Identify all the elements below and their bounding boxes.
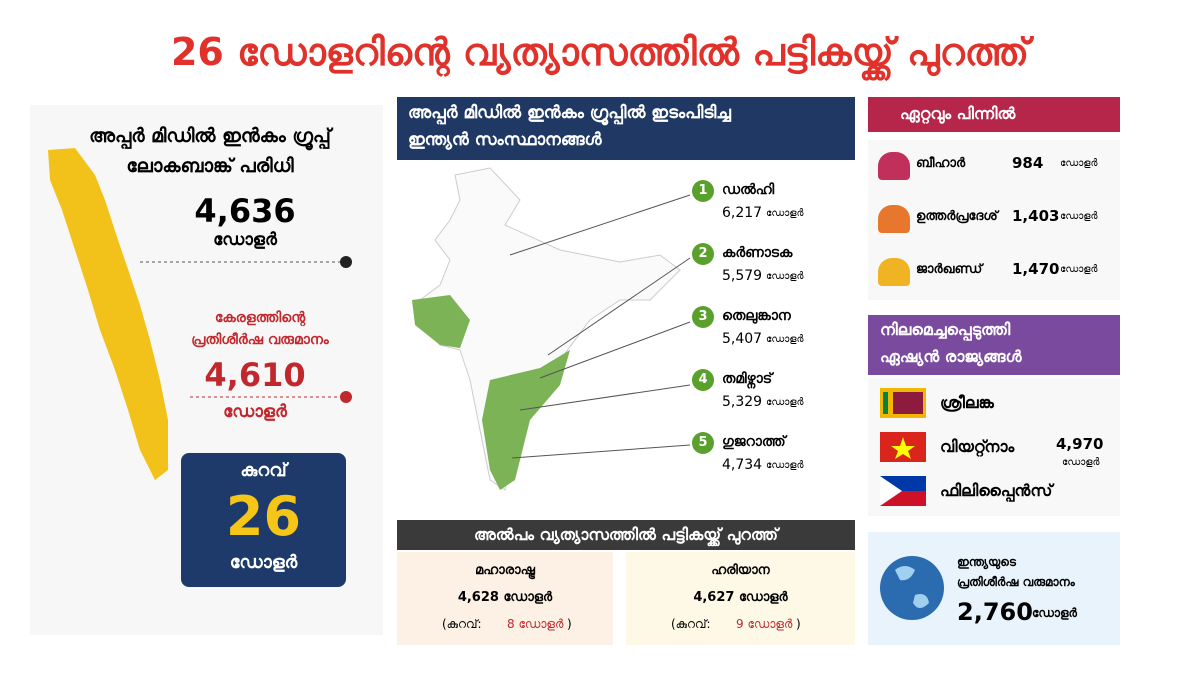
state-name: മഹാരാഷ്ട്ര [475, 563, 535, 578]
gap-label: കുറവ് [240, 460, 287, 481]
rank: 3 [692, 306, 714, 328]
country: ഫിലിപ്പൈൻസ് [940, 481, 1053, 500]
state-unit: ഡോളർ [766, 397, 804, 408]
south-states [482, 350, 570, 490]
state-name: ഹരിയാന [711, 563, 770, 578]
heading: അപ്പർ മിഡിൽ ഇൻകം ഗ്രൂപ്പിൽ ഇടംപിടിച്ച [408, 103, 731, 123]
leaders [509, 194, 691, 459]
country: ശ്രീലങ്ക [940, 393, 994, 412]
state-name: കർണാടക [722, 245, 793, 261]
value: 4,970 [1056, 435, 1104, 453]
unit: ഡോളർ [223, 402, 287, 422]
heading: നിലമെച്ചപ്പെടുത്തി [880, 320, 1011, 339]
state-unit: ഡോളർ [766, 208, 804, 219]
person-icon [878, 258, 910, 286]
state-name: ഡൽഹി [722, 182, 775, 198]
gap: (കുറവ്: [442, 617, 482, 631]
unit: ഡോളർ [213, 230, 277, 250]
state-value: 6,217 [722, 205, 763, 221]
lowest-header [868, 97, 1120, 132]
rank: 2 [692, 243, 714, 265]
heading: ലോകബാങ്ക് പരിധി [126, 155, 294, 177]
country: വിയറ്റ്നാം [940, 437, 1015, 456]
state-value: 4,627 ഡോളർ [693, 590, 788, 605]
title: 26 ഡോളറിന്റെ വ്യത്യാസത്തിൽ പട്ടികയ്ക്ക് … [170, 30, 1030, 74]
globe [880, 556, 944, 620]
rank: 4 [692, 369, 714, 391]
state-unit: ഡോളർ [766, 334, 804, 345]
label: ഇന്ത്യയുടെ [957, 555, 1016, 569]
gap-value: 26 [225, 485, 302, 548]
value: 2,760 [957, 598, 1033, 626]
rank: 5 [692, 432, 714, 454]
unit: ഡോളർ [1062, 457, 1100, 468]
dot [340, 391, 352, 403]
states-header [397, 97, 855, 160]
state-name: ഉത്തർപ്രദേശ് [916, 209, 998, 224]
unit: ഡോളർ [1032, 606, 1077, 620]
person-icon [878, 152, 910, 180]
state-value: 1,470 [1012, 260, 1060, 278]
value: 4,636 [194, 192, 296, 230]
state-value: 5,329 [722, 394, 763, 410]
near-header [397, 520, 855, 550]
state-name: തമിഴ്നാട് [722, 371, 773, 387]
heading: ഏഷ്യൻ രാജ്യങ്ങൾ [880, 347, 1022, 366]
rank: 1 [692, 180, 714, 202]
label: പ്രതിശീർഷ വരുമാനം [957, 575, 1075, 589]
state-unit: ഡോളർ [1060, 211, 1098, 222]
state-name: തെലുങ്കാന [722, 308, 791, 324]
gujarat [412, 295, 470, 348]
state-name: ജാർഖണ്ഡ് [916, 262, 983, 277]
gap: ) [796, 617, 801, 631]
gap: 9 ഡോളർ [736, 617, 793, 631]
gap-unit: ഡോളർ [229, 552, 298, 573]
state-value: 4,734 [722, 457, 763, 473]
state-value: 5,407 [722, 331, 763, 347]
gap-box [181, 453, 346, 587]
lowest-box [868, 140, 1120, 300]
near-box [397, 552, 613, 645]
heading: അൽപം വ്യത്യാസത്തിൽ പട്ടികയ്ക്ക് പുറത്ത് [474, 525, 778, 544]
state-value: 984 [1012, 154, 1044, 172]
state-value: 4,628 ഡോളർ [457, 590, 553, 605]
kerala-map [48, 148, 168, 480]
label: കേരളത്തിന്റെ [214, 310, 306, 326]
heading: ഇന്ത്യൻ സംസ്ഥാനങ്ങൾ [408, 130, 602, 150]
state-unit: ഡോളർ [766, 460, 804, 471]
gap: ) [567, 617, 572, 631]
state-unit: ഡോളർ [1060, 264, 1098, 275]
value: 4,610 [204, 356, 306, 394]
state-value: 1,403 [1012, 207, 1060, 225]
dot [340, 256, 352, 268]
heading: ഏറ്റവും പിന്നിൽ [900, 104, 1016, 123]
heading: അപ്പർ മിഡിൽ ഇൻകം ഗ്രൂപ്പ് [89, 125, 331, 147]
near-box [626, 552, 855, 645]
asian-header [868, 315, 1120, 375]
state-unit: ഡോളർ [766, 271, 804, 282]
state-name: ബീഹാർ [916, 156, 966, 171]
label: പ്രതിശീർഷ വരുമാനം [191, 332, 329, 348]
gap: 8 ഡോളർ [507, 617, 564, 631]
state-unit: ഡോളർ [1060, 158, 1098, 169]
state-value: 5,579 [722, 268, 763, 284]
state-name: ഗുജറാത്ത് [722, 434, 786, 450]
person-icon [878, 205, 910, 233]
gap: (കുറവ്: [671, 617, 711, 631]
